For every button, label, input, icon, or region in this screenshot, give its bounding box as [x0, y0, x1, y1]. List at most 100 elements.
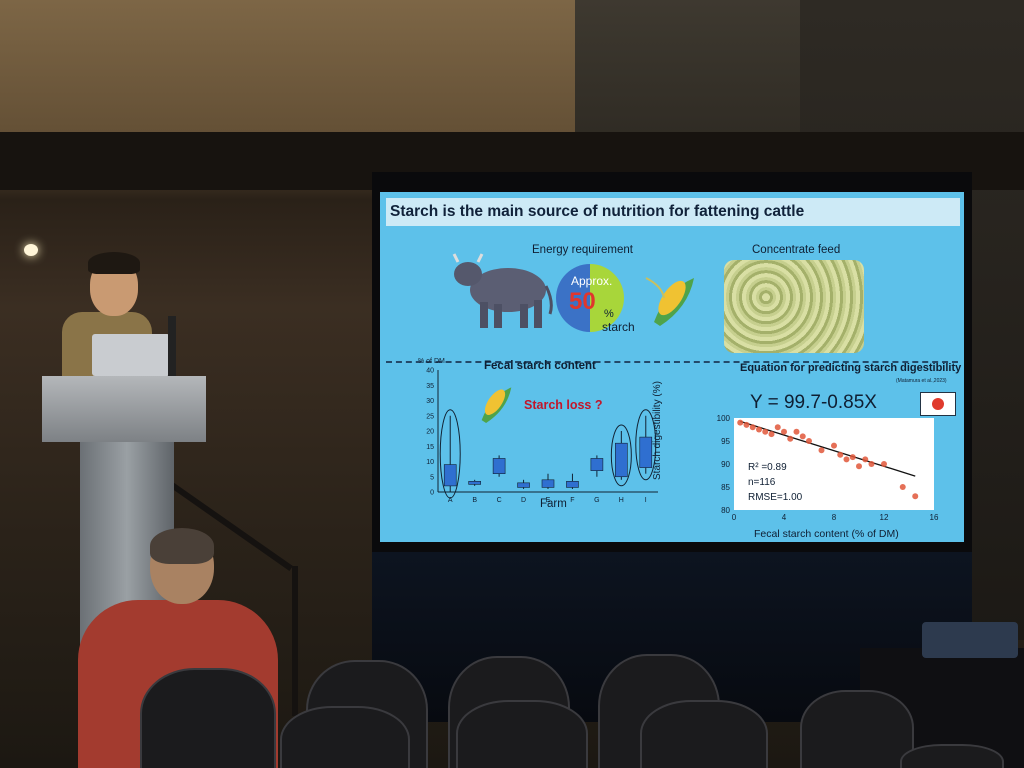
concentrate-feed-label: Concentrate feed	[752, 244, 841, 256]
concentrate-feed-image	[724, 260, 864, 353]
scatter-x-tick-label: 12	[880, 513, 889, 522]
box-bar	[517, 482, 530, 488]
highlight-ellipse	[610, 424, 632, 487]
scatter-point	[781, 428, 787, 435]
box-y-tick-label: 20	[426, 429, 434, 436]
corn-icon	[645, 277, 694, 326]
box-bar	[492, 458, 506, 474]
box-bar	[443, 464, 457, 487]
flag-dot	[932, 398, 944, 410]
scatter-point	[899, 484, 906, 490]
japan-flag-icon	[920, 392, 956, 416]
section-divider	[386, 361, 958, 363]
scatter-point	[749, 424, 756, 431]
chair	[280, 706, 410, 768]
percent-sign: %	[604, 308, 614, 320]
fecal-starch-box-chart: 0 5 10 15 20 25 30 35 40 A B C D E F G H I	[426, 368, 658, 504]
scatter-y-tick-label: 90	[721, 460, 730, 469]
citation: (Matamura et al.,2023)	[896, 378, 947, 384]
box-y-tick-label: 15	[426, 444, 434, 451]
digestibility-scatter-chart: 80 85 90 95 100 0 4 8 12 16	[717, 414, 939, 522]
box-x-tick-label: D	[521, 497, 526, 504]
chair	[640, 700, 768, 768]
scatter-x-tick-label: 8	[832, 513, 837, 522]
projected-slide: Starch is the main source of nutrition f…	[380, 192, 964, 542]
scatter-point	[768, 431, 775, 438]
energy-requirement-label: Energy requirement	[532, 244, 633, 256]
box-y-tick-label: 25	[426, 413, 434, 420]
box-x-tick-label: F	[570, 497, 574, 504]
scatter-ylabel: Starch digestibility (%)	[652, 381, 663, 480]
box-bar	[590, 458, 604, 471]
box-y-tick-label: 5	[430, 474, 434, 481]
approx-value: 50	[569, 288, 596, 315]
box-y-tick-label: 0	[430, 490, 434, 497]
starch-loss-label: Starch loss ?	[524, 398, 603, 412]
approx-label: Approx.	[571, 274, 613, 288]
slide-title: Starch is the main source of nutrition f…	[386, 198, 960, 226]
scatter-point	[762, 428, 769, 435]
cow-icon	[452, 253, 553, 328]
lectern-top	[42, 376, 206, 442]
box-y-tick-label: 40	[426, 368, 434, 375]
scatter-y-tick-label: 85	[721, 483, 730, 492]
scatter-x-tick-label: 16	[930, 513, 939, 522]
starch-pie-icon	[556, 264, 624, 332]
scatter-point	[806, 438, 812, 444]
box-y-tick-label: 30	[426, 398, 434, 405]
audience-member-hair	[150, 528, 214, 564]
box-x-tick-label: G	[594, 497, 599, 504]
highlight-ellipse	[635, 409, 657, 481]
scatter-point	[743, 421, 750, 428]
scatter-point	[787, 435, 794, 442]
corn-small-icon	[481, 387, 512, 424]
box-y-tick-label: 35	[426, 383, 434, 390]
chair	[900, 744, 1004, 768]
scatter-point	[818, 447, 825, 454]
scatter-y-tick-label: 80	[721, 506, 730, 515]
stat-n: n=116	[748, 477, 776, 488]
box-bar	[541, 479, 555, 488]
microphone	[168, 316, 176, 376]
scatter-y-tick-label: 100	[717, 414, 731, 423]
highlight-ellipse	[439, 409, 461, 499]
scatter-x-tick-label: 4	[782, 513, 787, 522]
scatter-point	[862, 456, 869, 463]
box-x-tick-label: E	[546, 497, 551, 504]
box-bar	[566, 481, 579, 488]
box-x-tick-label: C	[497, 497, 502, 504]
stat-rmse: RMSE=1.00	[748, 492, 803, 503]
chair	[800, 690, 914, 768]
box-y-tick-label: 10	[426, 459, 434, 466]
scatter-point	[856, 463, 862, 470]
scatter-x-tick-label: 0	[732, 513, 737, 522]
box-x-tick-label: B	[472, 497, 477, 504]
box-x-tick-label: I	[645, 497, 647, 504]
ceiling-light	[24, 244, 38, 256]
scatter-point	[756, 426, 762, 433]
equation: Y = 99.7-0.85X	[750, 392, 877, 413]
box-ylabel: % of DM	[418, 358, 445, 365]
scatter-xlabel: Fecal starch content (% of DM)	[754, 528, 899, 540]
regression-line	[740, 420, 916, 477]
box-bar	[639, 436, 653, 468]
scatter-point	[843, 456, 850, 463]
equation-title: Equation for predicting starch digestibi…	[740, 362, 962, 374]
scatter-point	[831, 442, 837, 449]
scatter-point	[837, 451, 844, 458]
scatter-point	[849, 454, 856, 461]
scatter-point	[774, 424, 781, 431]
starch-word: starch	[602, 320, 635, 334]
fecal-starch-title: Fecal starch content	[484, 360, 596, 372]
box-xlabel: Farm	[540, 498, 567, 510]
box-bar	[468, 481, 481, 485]
speaker-hair	[88, 252, 140, 274]
box-x-tick-label: A	[448, 497, 453, 504]
scatter-y-tick-label: 95	[721, 437, 730, 446]
stair-post	[292, 566, 298, 716]
scatter-point	[799, 433, 806, 440]
scatter-point	[793, 428, 800, 435]
chair	[140, 668, 276, 768]
box-x-tick-label: H	[619, 497, 624, 504]
